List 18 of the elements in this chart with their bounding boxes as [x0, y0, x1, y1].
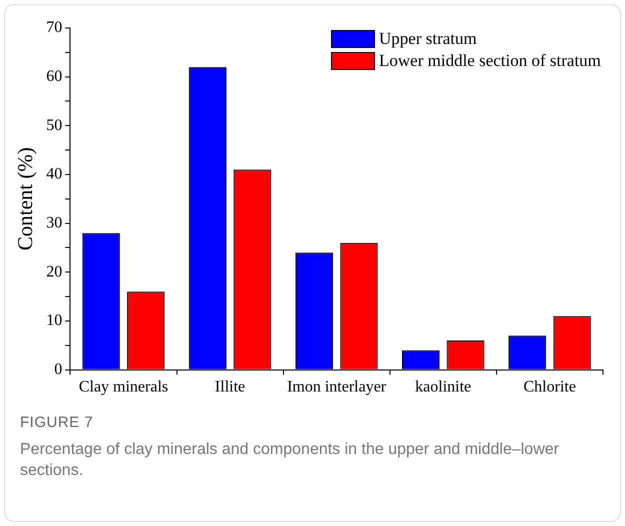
- legend-label: Lower middle section of stratum: [379, 51, 601, 71]
- y-tick-label: 70: [46, 19, 62, 36]
- y-tick-label: 60: [46, 68, 62, 86]
- y-tick-label: 20: [46, 263, 62, 280]
- x-tick-label: Illite: [214, 378, 246, 396]
- y-tick-label: 10: [46, 312, 62, 330]
- y-tick-label: 50: [46, 116, 62, 134]
- text: Percentage of clay minerals and components in the upper and middle–lower sections.: [20, 440, 560, 481]
- y-axis-title: Content (%): [13, 147, 38, 251]
- caption: FIGURE 7: [20, 413, 94, 433]
- y-tick-label: 40: [46, 166, 62, 183]
- x-tick-label: Chlorite: [524, 378, 576, 396]
- y-tick-label: 30: [46, 214, 62, 232]
- x-tick-label: Clay minerals: [78, 378, 168, 396]
- y-tick-label: 0: [54, 361, 62, 378]
- legend-label: Upper stratum: [379, 29, 477, 49]
- x-tick-label: Imon interlayer: [287, 378, 387, 396]
- x-tick-label: kaolinite: [415, 378, 472, 396]
